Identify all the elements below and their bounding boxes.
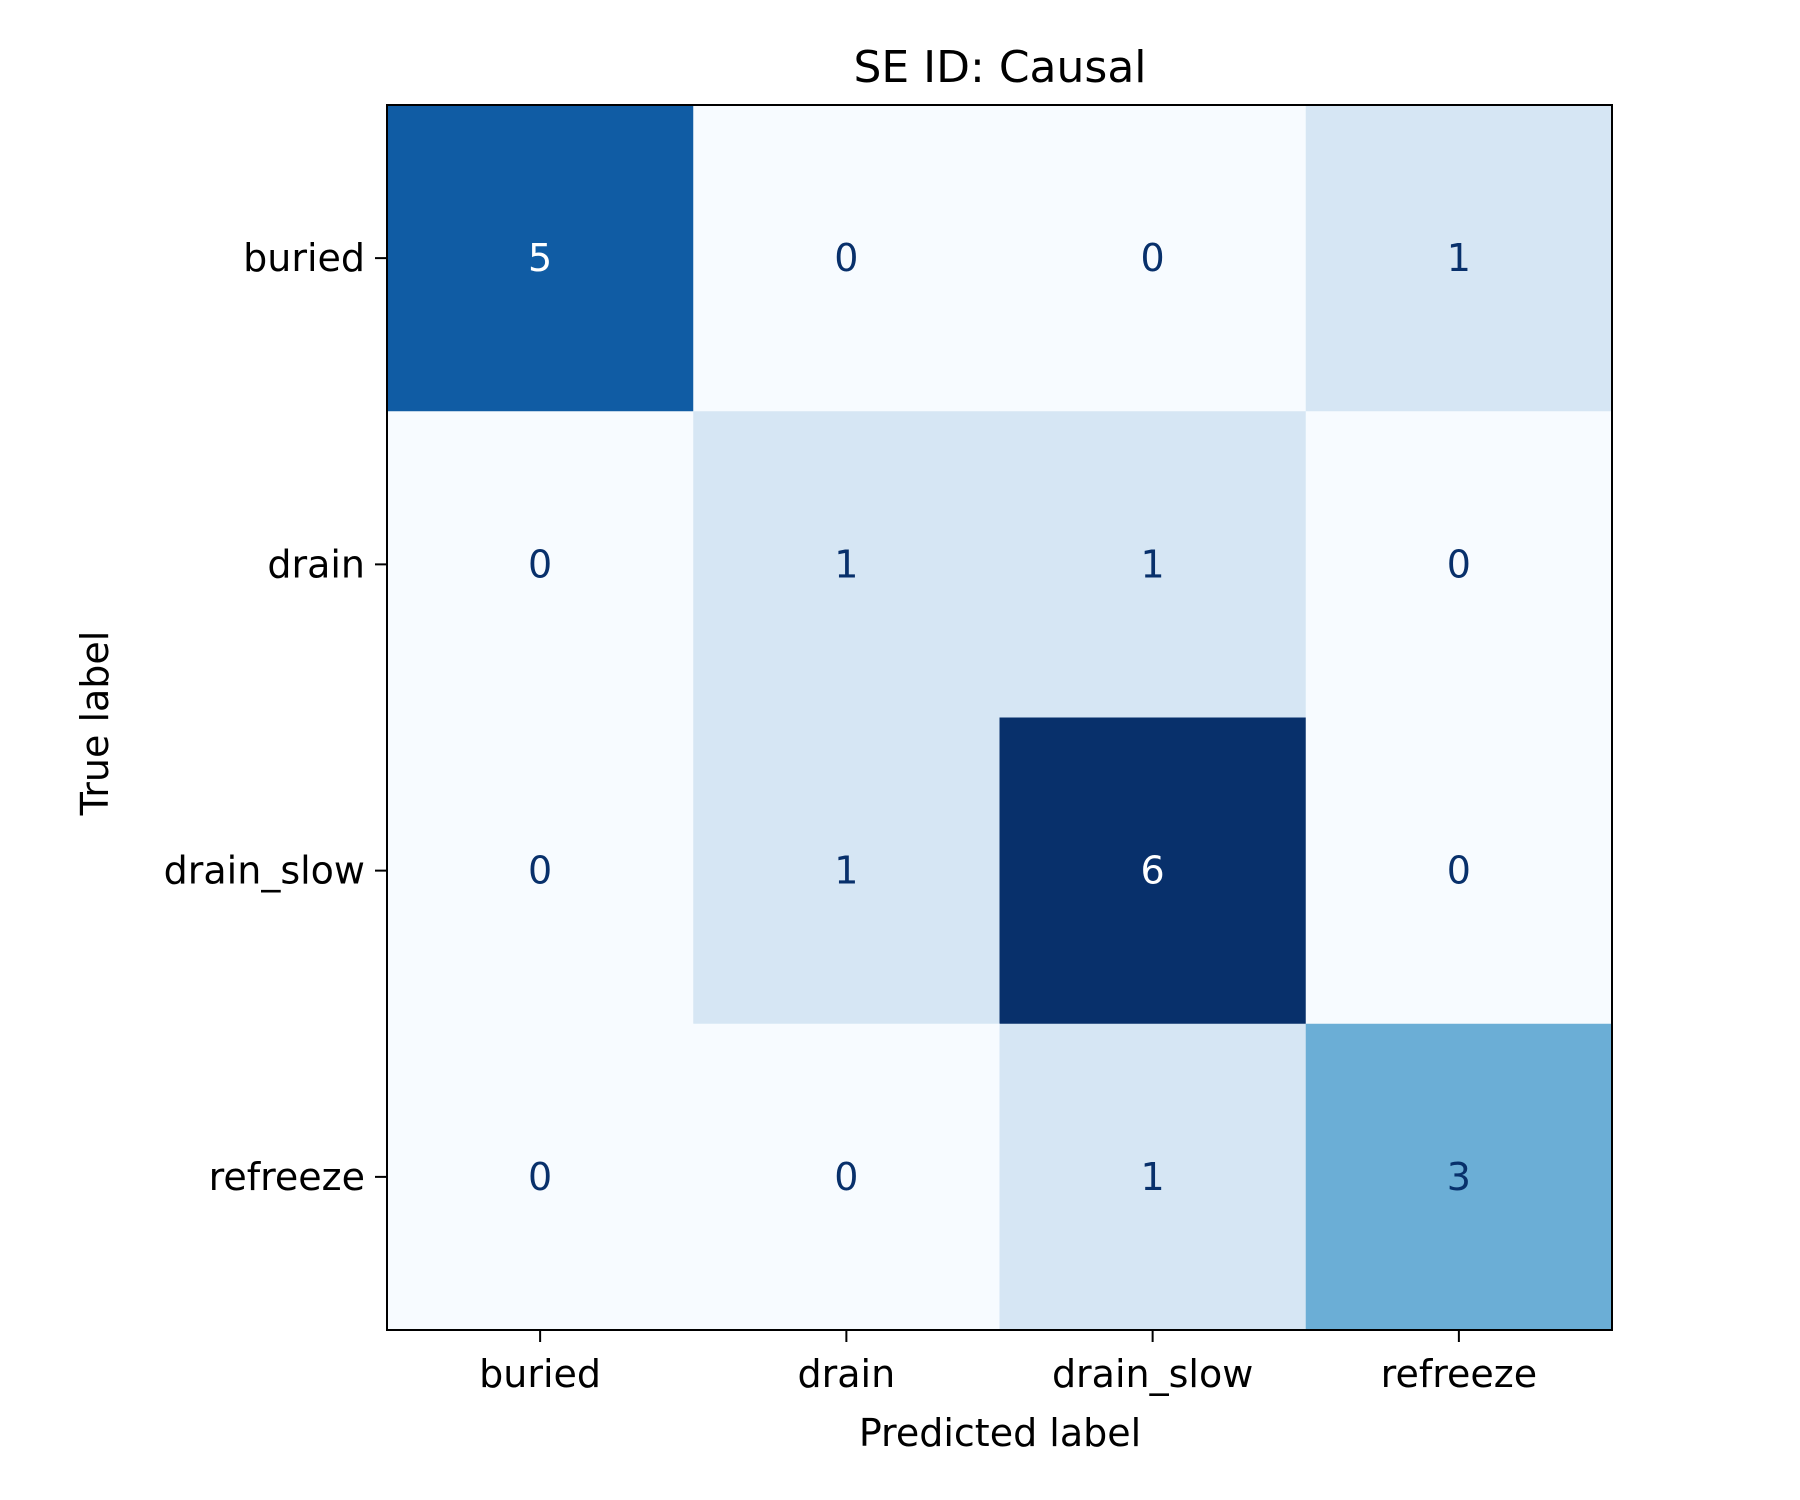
- cell-value-label: 3: [1447, 1155, 1471, 1199]
- cell-value-label: 6: [1141, 849, 1165, 893]
- y-tick-label: drain: [267, 542, 365, 586]
- cell-value-label: 0: [528, 1155, 552, 1199]
- cell-value-label: 1: [1447, 236, 1471, 280]
- heatmap-cell: [999, 105, 1307, 412]
- cell-value-label: 0: [834, 1155, 858, 1199]
- heatmap-cell: [999, 1023, 1307, 1331]
- heatmap-cell-labels: 5 0 0 1 0 1 1 0 0 1 6 0 0 0 1 3: [528, 236, 1471, 1199]
- heatmap-cell: [1305, 105, 1613, 412]
- cell-value-label: 1: [1141, 1155, 1165, 1199]
- heatmap-cell: [999, 411, 1307, 718]
- x-tick-label: drain: [798, 1352, 896, 1396]
- heatmap-cell: [1305, 411, 1613, 718]
- heatmap-cell: [387, 1023, 694, 1331]
- y-tick-label: refreeze: [209, 1155, 365, 1199]
- cell-value-label: 0: [834, 236, 858, 280]
- heatmap-cell: [693, 1023, 1000, 1331]
- cell-value-label: 1: [834, 542, 858, 586]
- x-tick-label: buried: [479, 1352, 601, 1396]
- x-axis-label: Predicted label: [859, 1411, 1141, 1455]
- heatmap-cells: [387, 105, 1613, 1331]
- heatmap-cell: [693, 411, 1000, 718]
- cell-value-label: 0: [1447, 542, 1471, 586]
- x-tick-label: drain_slow: [1052, 1352, 1253, 1396]
- y-tick-label: buried: [243, 236, 365, 280]
- heatmap-cell: [1305, 717, 1613, 1025]
- cell-value-label: 0: [1141, 236, 1165, 280]
- heatmap-cell: [693, 717, 1000, 1025]
- heatmap-cell: [693, 105, 1000, 412]
- heatmap-cell: [387, 717, 694, 1025]
- cell-value-label: 0: [528, 542, 552, 586]
- chart-title: SE ID: Causal: [853, 42, 1146, 93]
- cell-value-label: 5: [528, 236, 552, 280]
- y-tick-label: drain_slow: [164, 849, 365, 893]
- cell-value-label: 0: [1447, 849, 1471, 893]
- heatmap-cell: [1305, 1023, 1613, 1331]
- y-axis-ticks: buried drain drain_slow refreeze: [164, 236, 387, 1199]
- plot-frame: [386, 104, 1613, 1331]
- heatmap-cell: [999, 717, 1307, 1025]
- heatmap-cell: [387, 105, 694, 412]
- x-tick-label: refreeze: [1381, 1352, 1537, 1396]
- cell-value-label: 1: [1141, 542, 1165, 586]
- x-axis-ticks: buried drain drain_slow refreeze: [479, 1330, 1537, 1396]
- cell-value-label: 0: [528, 849, 552, 893]
- heatmap-cell: [387, 411, 694, 718]
- cell-value-label: 1: [834, 849, 858, 893]
- y-axis-label: True label: [73, 631, 117, 817]
